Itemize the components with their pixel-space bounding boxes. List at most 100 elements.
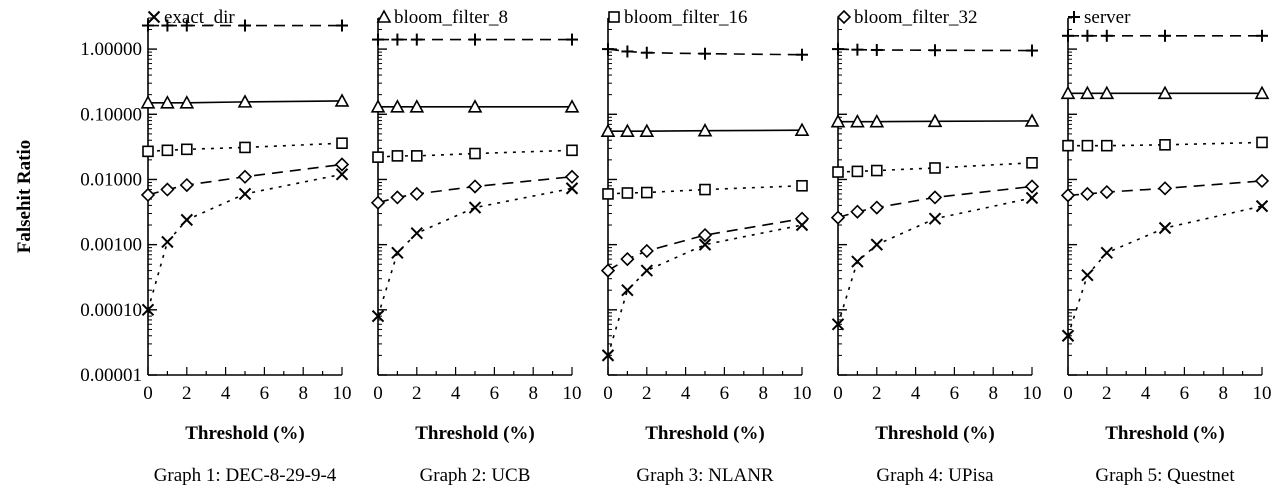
data-point [179, 177, 194, 193]
data-point [850, 204, 865, 219]
panel-caption: Graph 5: Questnet [1095, 465, 1235, 486]
data-point [140, 187, 156, 203]
panel-4: 0 2 4 6 8 10 Threshold (%) Graph 4: UPisa bloom_… [830, 7, 1042, 486]
data-point [566, 144, 578, 157]
data-point [141, 303, 155, 317]
legend-marker [1068, 11, 1080, 23]
data-point [1081, 139, 1094, 152]
data-point [697, 123, 713, 137]
x-axis-title: Threshold (%) [645, 423, 764, 444]
y-tick-label: 0.00010 [80, 300, 142, 321]
legend-label: bloom_filter_16 [624, 7, 747, 28]
data-point [796, 48, 808, 61]
data-point [851, 255, 864, 268]
data-point [161, 144, 174, 157]
legend-label: bloom_filter_32 [854, 7, 977, 28]
data-point [639, 243, 654, 259]
y-axis-title: Falsehit Ratio [14, 140, 35, 253]
series-server [372, 33, 578, 46]
legend-marker [376, 9, 392, 23]
legend-entry-bloom_filter_8: bloom_filter_8 [376, 7, 508, 28]
data-point [870, 238, 884, 251]
data-point [410, 33, 423, 46]
panel-caption: Graph 2: UCB [420, 465, 531, 486]
series-bloom_filter_32 [140, 157, 350, 203]
data-point [928, 212, 942, 225]
data-point [1024, 179, 1040, 194]
data-point [469, 147, 481, 160]
series-bloom_filter_16 [1062, 136, 1268, 152]
data-point [1157, 181, 1173, 196]
data-point [1025, 191, 1039, 205]
data-point [794, 211, 810, 226]
series-line [1067, 205, 1263, 337]
data-point [869, 200, 884, 215]
panel-2: 0 2 4 6 8 10 Threshold (%) Graph 2: UCB bloom_fi… [370, 7, 582, 486]
data-point [239, 141, 251, 154]
series-line [377, 187, 573, 317]
x-tick-label: 8 [528, 383, 538, 404]
x-tick-label: 2 [412, 383, 422, 404]
series-line [607, 224, 803, 356]
data-point [409, 99, 425, 113]
data-point [370, 195, 386, 210]
x-tick-label: 4 [911, 383, 921, 404]
series-exact_dir [601, 218, 809, 362]
data-point [1062, 139, 1074, 152]
data-point [467, 179, 483, 194]
series-bloom_filter_8 [140, 93, 350, 109]
data-point [1255, 199, 1269, 213]
data-point [602, 188, 614, 200]
data-point [832, 166, 844, 178]
legend-marker [836, 9, 852, 25]
data-point [239, 19, 251, 32]
data-point [1060, 188, 1076, 203]
data-point [600, 263, 616, 278]
x-tick-label: 6 [950, 383, 960, 404]
data-point [410, 226, 424, 240]
series-server [142, 19, 348, 32]
x-axis-title: Threshold (%) [185, 423, 304, 444]
legend-entry-exact_dir: exact_dir [147, 7, 235, 28]
data-point [237, 94, 253, 108]
x-tick-label: 2 [642, 383, 652, 404]
data-point [699, 47, 711, 60]
series-line [837, 197, 1033, 325]
x-tick-label: 8 [758, 383, 768, 404]
series-server [602, 43, 808, 61]
x-tick-label: 0 [373, 383, 383, 404]
series-exact_dir [831, 191, 1039, 331]
data-point [409, 186, 424, 202]
y-tick-label: 0.00100 [80, 235, 142, 256]
x-tick-label: 0 [143, 383, 153, 404]
data-point [1099, 184, 1114, 200]
data-point [830, 114, 846, 128]
x-tick-label: 8 [1218, 383, 1228, 404]
x-axis-title: Threshold (%) [1105, 423, 1224, 444]
x-tick-label: 6 [720, 383, 730, 404]
data-point [469, 33, 481, 46]
data-point [1099, 85, 1115, 100]
legend-label: bloom_filter_8 [394, 7, 508, 28]
x-tick-label: 0 [603, 383, 613, 404]
data-point [142, 19, 154, 32]
data-point [1061, 329, 1075, 342]
data-point [1256, 136, 1268, 149]
x-tick-label: 0 [1063, 383, 1073, 404]
x-tick-label: 6 [490, 383, 500, 404]
data-point [1026, 157, 1038, 169]
data-point [1254, 173, 1270, 189]
x-tick-label: 10 [333, 383, 352, 404]
data-point [640, 186, 653, 199]
data-point [621, 283, 634, 297]
data-point [1159, 29, 1171, 42]
data-point [564, 169, 580, 184]
data-point [161, 235, 174, 249]
legend-entry-server: server [1068, 7, 1131, 28]
data-point [161, 19, 174, 32]
data-point [179, 95, 195, 109]
x-tick-label: 10 [1253, 383, 1272, 404]
x-tick-label: 2 [1102, 383, 1112, 404]
